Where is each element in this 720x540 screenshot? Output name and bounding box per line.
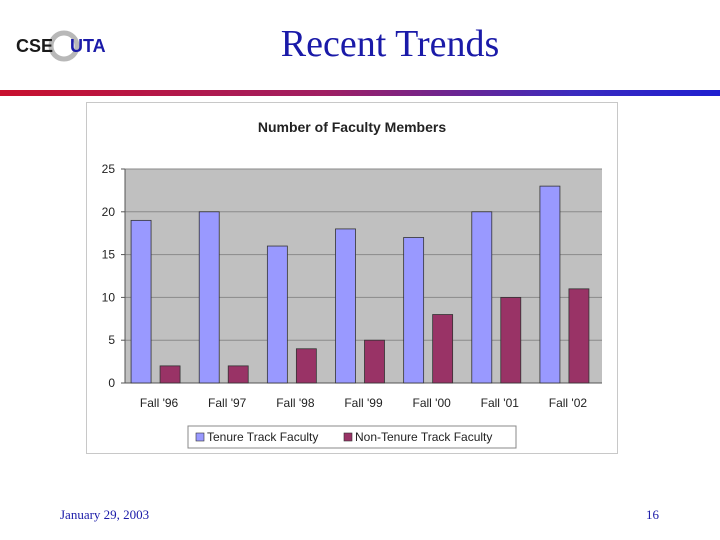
bar-tenure-track	[335, 228, 356, 384]
bar-non-tenure-track	[227, 365, 249, 384]
logo-ring-icon	[48, 30, 80, 62]
bar-non-tenure-track	[500, 296, 522, 384]
x-tick-label: Fall '98	[276, 396, 315, 410]
footer-date: January 29, 2003	[60, 507, 150, 522]
cse-uta-logo: CSE UTA	[16, 30, 106, 62]
bar-tenure-track	[198, 211, 220, 384]
bar-tenure-track	[471, 211, 493, 384]
bar-non-tenure-track	[364, 339, 385, 384]
slide-title: Recent Trends	[280, 23, 500, 65]
x-tick-label: Fall '01	[481, 396, 520, 410]
x-tick-label: Fall '00	[412, 396, 451, 410]
legend-label-non-tenure: Non-Tenure Track Faculty	[355, 430, 492, 444]
logo-text-left: CSE	[16, 36, 53, 56]
y-tick-label: 10	[102, 290, 116, 304]
logo-text-right: UTA	[70, 36, 106, 56]
y-tick-label: 0	[108, 376, 115, 390]
y-tick-label: 15	[102, 248, 116, 262]
x-tick-label: Fall '02	[549, 396, 588, 410]
y-tick-label: 20	[102, 205, 116, 219]
x-tick-label: Fall '99	[344, 396, 383, 410]
bar-tenure-track	[539, 185, 561, 384]
bar-non-tenure-track	[432, 314, 454, 384]
legend-label-tenure: Tenure Track Faculty	[207, 430, 318, 444]
chart-title: Number of Faculty Members	[258, 119, 446, 135]
bar-non-tenure-track	[295, 348, 317, 384]
bar-tenure-track	[266, 245, 288, 384]
bar-chart: Number of Faculty Members 0 5 10 15 20 25 Fall …	[102, 119, 602, 449]
bar-non-tenure-track	[159, 365, 181, 384]
bar-tenure-track	[130, 219, 152, 384]
y-tick-label: 25	[102, 162, 116, 176]
legend-swatch-non-tenure	[343, 432, 353, 442]
bar-tenure-track	[403, 237, 425, 384]
legend-swatch-tenure	[195, 432, 205, 442]
title-divider	[0, 90, 720, 96]
bar-non-tenure-track	[568, 288, 590, 384]
y-tick-label: 5	[108, 333, 115, 347]
plot-area	[125, 169, 602, 383]
chart-container: Number of Faculty Members 0 5 10 15 20 25 Fall …	[86, 102, 618, 454]
page-number: 16	[646, 507, 659, 522]
x-tick-label: Fall '97	[208, 396, 247, 410]
x-tick-label: Fall '96	[140, 396, 179, 410]
